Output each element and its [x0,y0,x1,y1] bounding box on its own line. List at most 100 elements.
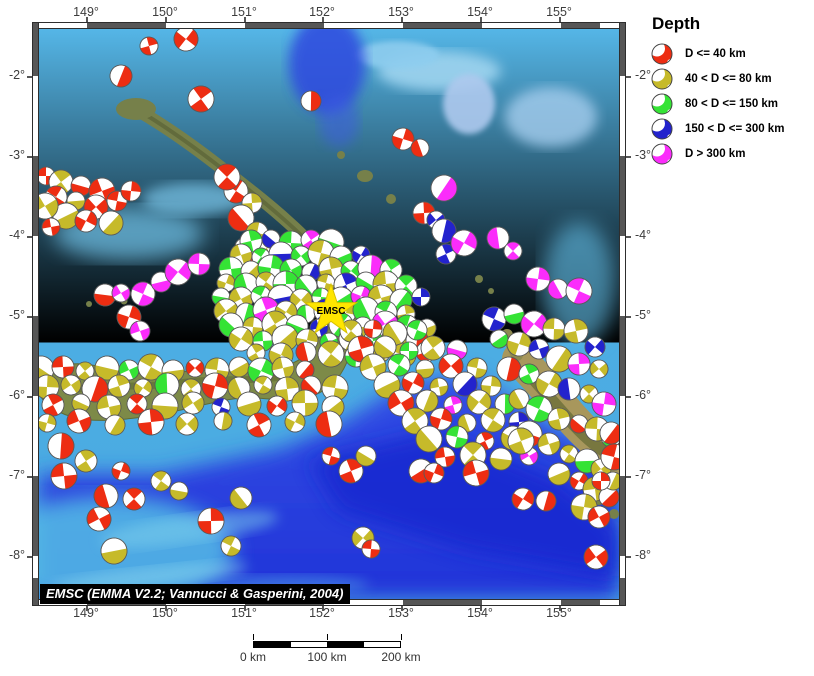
scale-bar-segment [254,642,291,647]
beachball [52,202,80,230]
tick-mark [480,17,482,22]
lat-tick-label-left: -7° [8,468,26,482]
beachball [429,377,449,397]
lat-tick-label-right: -6° [634,388,652,402]
lat-tick-label-left: -5° [8,308,26,322]
beachball [525,266,551,292]
tick-mark [626,316,631,318]
tick-mark [626,156,631,158]
tick-mark [27,316,32,318]
beachball [295,360,315,380]
beachball [164,258,192,286]
lon-tick-label-top: 154° [467,5,493,19]
beachball [355,445,377,467]
beachball [373,371,401,399]
tick-mark [322,17,324,22]
star-icon [303,282,359,335]
beachball [284,411,306,433]
lat-tick-label-right: -3° [634,148,652,162]
beachball [547,407,571,431]
beachball [450,229,478,257]
scale-bar-tick [253,634,254,640]
beachball [39,413,57,433]
tick-mark [86,17,88,22]
beachball [187,85,215,113]
tick-mark [165,17,167,22]
beachball [175,412,199,436]
star-label: EMSC [317,306,346,317]
beachball-legend-icon [651,118,673,139]
beachball [39,192,59,220]
legend-item: D <= 40 km [650,41,814,66]
tick-mark [559,17,561,22]
tick-mark [27,476,32,478]
beachball [86,506,112,532]
beachball [201,372,229,400]
beachball [338,458,364,484]
beachball [489,447,513,471]
beachball [137,353,165,381]
beachball [150,470,172,492]
lon-tick-label-bottom: 151° [231,606,257,620]
beachball [429,407,453,431]
scale-bar-label: 100 km [307,650,347,664]
legend-item-label: D > 300 km [685,147,746,160]
legend-item-label: 150 < D <= 300 km [685,122,785,135]
beachball [503,241,523,261]
beachball [122,487,146,511]
beachball [563,318,589,344]
attribution-badge: EMSC (EMMA V2.2; Vannucci & Gasperini, 2… [40,584,351,604]
beachball [496,356,522,382]
lat-tick-label-right: -7° [634,468,652,482]
map-frame-top [32,22,626,29]
beachball [109,64,133,88]
beachball [480,407,506,433]
beachball [185,358,205,378]
beachball [410,138,430,158]
beachball [227,204,255,232]
beachball [126,393,148,415]
lat-tick-label-right: -2° [634,68,652,82]
lon-tick-label-top: 150° [152,5,178,19]
beachball [583,544,609,570]
lon-tick-label-top: 149° [73,5,99,19]
depth-legend: Depth D <= 40 km 40 < D <= 80 km 80 < D <=… [650,14,814,166]
beachball [139,36,159,56]
tick-mark [626,236,631,238]
tick-mark [165,606,167,611]
beachball [589,359,609,379]
emsc-star: EMSC [303,282,359,335]
beachball [480,375,502,397]
beachball [228,326,254,352]
map-frame-left [32,22,39,606]
beachball [154,372,180,398]
beachball [228,356,250,378]
beachball [443,395,463,415]
legend-item: D > 300 km [650,141,814,166]
beachball [317,340,345,368]
beachball [213,163,241,191]
tick-mark [244,17,246,22]
tick-mark [626,76,631,78]
beachball [181,391,205,415]
beachball [321,446,341,466]
beachball [435,243,457,265]
beachball [129,320,151,342]
beachball [415,425,443,453]
scale-bar [253,641,401,648]
focal-mechanisms-layer [39,29,619,570]
tick-mark [86,606,88,611]
legend-item-label: D <= 40 km [685,47,746,60]
beachball-legend-icon [651,68,673,89]
beachball [211,397,231,417]
beachball [462,459,490,487]
beachball [47,432,75,460]
lon-tick-label-top: 155° [546,5,572,19]
beachball [520,310,548,338]
beachball [74,209,98,233]
beachball [253,375,273,395]
beachball [587,505,611,529]
beachball [291,389,319,417]
beachball [361,539,381,559]
beachball [503,303,525,325]
